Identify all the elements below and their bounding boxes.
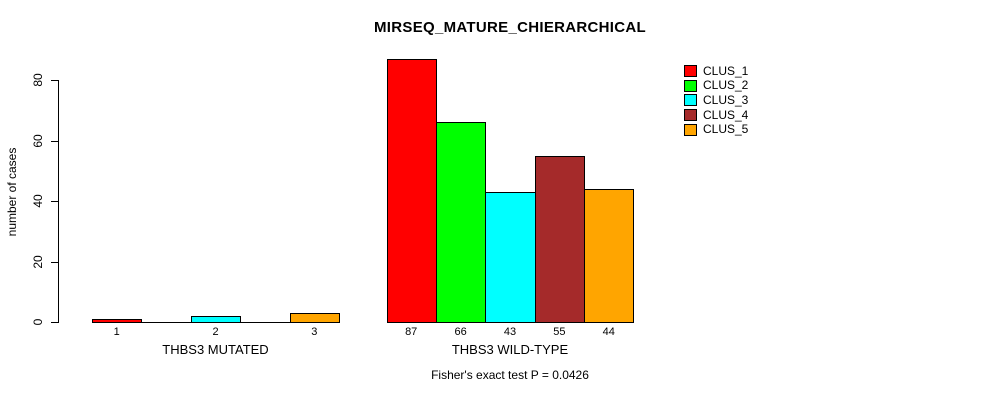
y-tick-label: 0 xyxy=(31,318,45,326)
bar-value-label: 1 xyxy=(113,326,120,338)
legend-label: CLUS_4 xyxy=(703,107,749,122)
bar-value-label: 3 xyxy=(311,326,318,338)
y-tick-mark xyxy=(51,322,58,323)
bar-clus_1 xyxy=(386,59,437,323)
legend-swatch-clus_2 xyxy=(684,79,697,92)
bar-clus_4 xyxy=(534,156,586,323)
bar-clus_3 xyxy=(190,316,242,323)
legend-item-clus_4: CLUS_4 xyxy=(684,108,748,123)
y-tick-mark xyxy=(51,80,58,81)
bar-value-label: 44 xyxy=(602,326,615,338)
y-tick-label: 40 xyxy=(31,194,45,208)
bar-clus_2 xyxy=(435,122,487,323)
bar-value-label: 43 xyxy=(503,326,517,338)
y-tick-label: 60 xyxy=(31,134,45,148)
legend-label: CLUS_1 xyxy=(703,63,749,78)
legend-item-clus_2: CLUS_2 xyxy=(684,79,748,94)
x-group-label: THBS3 WILD-TYPE xyxy=(451,342,569,357)
legend: CLUS_1 CLUS_2 CLUS_3 CLUS_4 CLUS_5 xyxy=(684,64,748,137)
legend-item-clus_1: CLUS_1 xyxy=(684,64,748,79)
chart-title: MIRSEQ_MATURE_CHIERARCHICAL xyxy=(374,19,646,36)
bar-value-label: 55 xyxy=(553,326,566,338)
fisher-test-annotation: Fisher's exact test P = 0.0426 xyxy=(431,368,589,382)
y-tick-label: 20 xyxy=(31,255,45,269)
legend-label: CLUS_2 xyxy=(703,78,749,93)
bar-value-label: 87 xyxy=(405,326,418,338)
legend-item-clus_3: CLUS_3 xyxy=(684,93,748,108)
legend-label: CLUS_5 xyxy=(703,122,749,137)
bar-clus_5 xyxy=(289,313,340,323)
bar-value-label: 66 xyxy=(454,326,467,338)
legend-swatch-clus_3 xyxy=(684,94,697,107)
bar-value-label: 2 xyxy=(212,326,219,338)
bar-clus_4-zero xyxy=(240,322,291,323)
y-tick-label: 80 xyxy=(31,73,45,87)
y-axis-label: number of cases xyxy=(5,147,19,237)
y-tick-mark xyxy=(51,201,58,202)
bar-clus_1 xyxy=(92,319,143,323)
legend-swatch-clus_1 xyxy=(684,65,697,78)
y-axis-line xyxy=(58,80,59,323)
legend-item-clus_5: CLUS_5 xyxy=(684,122,748,137)
legend-swatch-clus_5 xyxy=(684,123,697,136)
bar-clus_5 xyxy=(584,189,635,323)
bar-clus_2-zero xyxy=(141,322,192,323)
legend-swatch-clus_4 xyxy=(684,109,697,122)
legend-label: CLUS_3 xyxy=(703,92,749,107)
x-group-label: THBS3 MUTATED xyxy=(162,342,269,357)
y-tick-mark xyxy=(51,262,58,263)
bar-clus_3 xyxy=(485,192,536,323)
y-tick-mark xyxy=(51,141,58,142)
